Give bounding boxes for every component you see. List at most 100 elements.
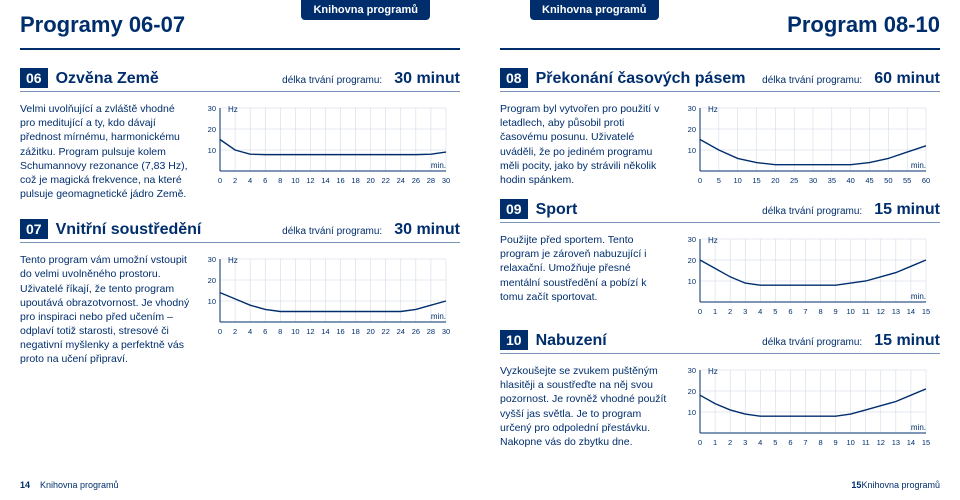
svg-text:13: 13 xyxy=(892,307,900,316)
program-description: Použijte před sportem. Tento program je … xyxy=(500,233,670,318)
program-number: 08 xyxy=(500,68,528,88)
svg-text:2: 2 xyxy=(233,176,237,185)
svg-text:50: 50 xyxy=(884,176,892,185)
page-heading: Programy 06-07 xyxy=(20,12,185,38)
program-description: Program byl vytvořen pro použití v letad… xyxy=(500,102,670,187)
svg-text:0: 0 xyxy=(698,307,702,316)
program-rule xyxy=(20,242,460,243)
svg-text:5: 5 xyxy=(717,176,721,185)
svg-text:min.: min. xyxy=(911,423,926,432)
duration-value: 15 minut xyxy=(874,201,940,219)
footer-label: Knihovna programů xyxy=(861,480,940,490)
svg-text:0: 0 xyxy=(218,327,222,336)
program-chart: 102030024681012141618202224262830Hzmin. xyxy=(202,253,460,366)
svg-text:14: 14 xyxy=(321,327,329,336)
svg-text:10: 10 xyxy=(688,146,696,155)
svg-text:1: 1 xyxy=(713,307,717,316)
svg-text:6: 6 xyxy=(788,307,792,316)
svg-text:25: 25 xyxy=(790,176,798,185)
svg-text:10: 10 xyxy=(291,176,299,185)
svg-text:8: 8 xyxy=(818,307,822,316)
svg-text:6: 6 xyxy=(263,327,267,336)
svg-text:2: 2 xyxy=(233,327,237,336)
svg-text:20: 20 xyxy=(208,276,216,285)
svg-text:Hz: Hz xyxy=(708,367,718,376)
svg-text:55: 55 xyxy=(903,176,911,185)
program-rule xyxy=(500,91,940,92)
svg-text:18: 18 xyxy=(351,176,359,185)
program-number: 06 xyxy=(20,68,48,88)
svg-text:12: 12 xyxy=(877,438,885,447)
svg-text:9: 9 xyxy=(834,307,838,316)
svg-text:7: 7 xyxy=(803,307,807,316)
svg-text:12: 12 xyxy=(877,307,885,316)
svg-text:Hz: Hz xyxy=(708,236,718,245)
program-chart: 1020300123456789101112131415Hzmin. xyxy=(682,364,940,449)
svg-text:24: 24 xyxy=(397,176,405,185)
svg-text:16: 16 xyxy=(336,327,344,336)
header-rule xyxy=(500,48,940,50)
svg-text:3: 3 xyxy=(743,438,747,447)
duration-value: 15 minut xyxy=(874,332,940,350)
program-title: Vnitřní soustředění xyxy=(56,221,275,239)
svg-text:30: 30 xyxy=(442,176,450,185)
svg-text:2: 2 xyxy=(728,307,732,316)
svg-text:30: 30 xyxy=(809,176,817,185)
program-06: 06 Ozvěna Země délka trvání programu: 30… xyxy=(20,68,460,201)
svg-text:0: 0 xyxy=(218,176,222,185)
duration-label: délka trvání programu: xyxy=(282,75,382,86)
svg-text:14: 14 xyxy=(907,438,915,447)
page-heading: Program 08-10 xyxy=(787,12,940,38)
duration-label: délka trvání programu: xyxy=(762,75,862,86)
svg-text:15: 15 xyxy=(922,307,930,316)
svg-text:30: 30 xyxy=(442,327,450,336)
svg-text:28: 28 xyxy=(427,176,435,185)
page-number: 14 xyxy=(20,480,30,490)
svg-text:30: 30 xyxy=(688,235,696,244)
program-number: 07 xyxy=(20,219,48,239)
svg-text:20: 20 xyxy=(771,176,779,185)
svg-text:13: 13 xyxy=(892,438,900,447)
svg-text:15: 15 xyxy=(922,438,930,447)
svg-text:28: 28 xyxy=(427,327,435,336)
svg-text:min.: min. xyxy=(431,161,446,170)
svg-text:14: 14 xyxy=(321,176,329,185)
program-08: 08 Překonání časových pásem délka trvání… xyxy=(500,68,940,187)
svg-text:Hz: Hz xyxy=(228,256,238,265)
svg-text:8: 8 xyxy=(818,438,822,447)
right-page: Knihovna programů Program 08-10 08 Překo… xyxy=(480,0,960,500)
svg-text:18: 18 xyxy=(351,327,359,336)
program-description: Velmi uvolňující a zvláště vhodné pro me… xyxy=(20,102,190,201)
svg-text:min.: min. xyxy=(911,292,926,301)
svg-text:10: 10 xyxy=(846,307,854,316)
svg-text:26: 26 xyxy=(412,327,420,336)
program-title: Překonání časových pásem xyxy=(536,70,755,88)
program-description: Vyzkoušejte se zvukem puštěným hlasitěji… xyxy=(500,364,670,449)
svg-text:24: 24 xyxy=(397,327,405,336)
svg-text:10: 10 xyxy=(846,438,854,447)
library-tab: Knihovna programů xyxy=(301,0,430,20)
library-tab: Knihovna programů xyxy=(530,0,659,20)
svg-text:4: 4 xyxy=(758,438,762,447)
footer-label: Knihovna programů xyxy=(40,480,119,490)
svg-text:16: 16 xyxy=(336,176,344,185)
svg-text:20: 20 xyxy=(366,327,374,336)
svg-text:4: 4 xyxy=(248,176,252,185)
svg-text:12: 12 xyxy=(306,176,314,185)
svg-text:35: 35 xyxy=(828,176,836,185)
program-rule xyxy=(500,222,940,223)
program-number: 10 xyxy=(500,330,528,350)
svg-text:14: 14 xyxy=(907,307,915,316)
svg-text:10: 10 xyxy=(291,327,299,336)
svg-text:45: 45 xyxy=(865,176,873,185)
program-title: Sport xyxy=(536,201,755,219)
svg-text:5: 5 xyxy=(773,307,777,316)
svg-text:20: 20 xyxy=(688,256,696,265)
svg-text:15: 15 xyxy=(752,176,760,185)
page-footer: 15Knihovna programů xyxy=(480,480,960,490)
program-title: Ozvěna Země xyxy=(56,70,275,88)
svg-text:5: 5 xyxy=(773,438,777,447)
svg-text:12: 12 xyxy=(306,327,314,336)
svg-text:60: 60 xyxy=(922,176,930,185)
page-number: 15 xyxy=(851,480,861,490)
